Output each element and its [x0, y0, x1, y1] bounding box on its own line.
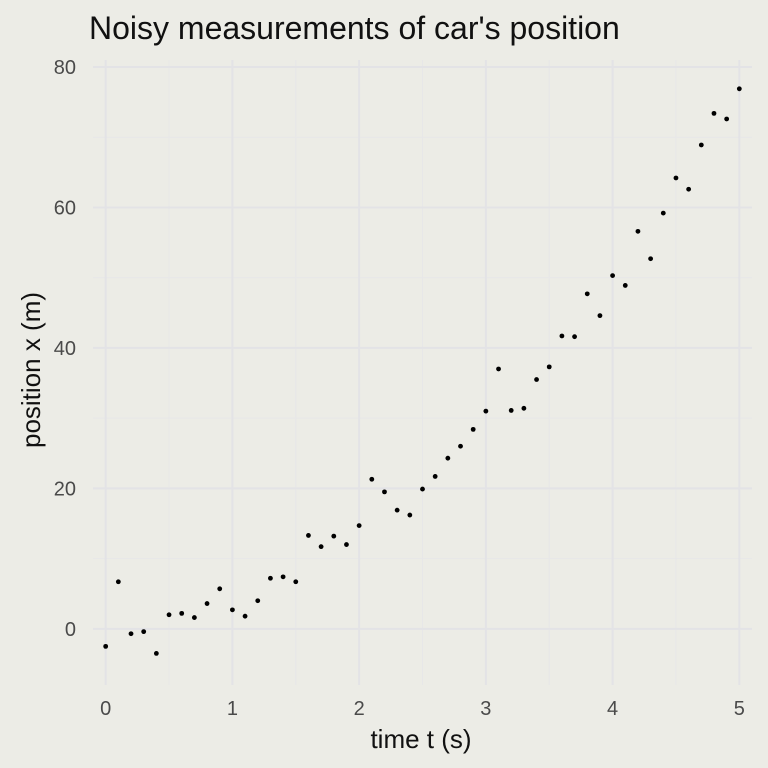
data-point [217, 586, 223, 592]
y-tick-label: 80 [54, 57, 76, 79]
x-axis-ticks: 0 1 2 3 4 5 [100, 698, 745, 720]
x-tick-label: 1 [227, 698, 238, 720]
data-point [230, 607, 235, 613]
data-point [496, 366, 501, 372]
x-axis-label: time t (s) [370, 724, 471, 754]
data-point [204, 601, 210, 606]
data-point [521, 405, 527, 411]
data-points [103, 86, 742, 656]
data-point [559, 333, 565, 339]
data-point [141, 629, 147, 635]
x-tick-label: 3 [480, 698, 491, 720]
data-point [191, 615, 197, 620]
data-point [255, 598, 261, 604]
data-point [115, 579, 121, 585]
data-point [648, 256, 654, 262]
data-point [711, 110, 717, 116]
data-point [382, 489, 387, 495]
data-point [508, 408, 514, 413]
data-point [268, 575, 273, 581]
data-point [483, 408, 489, 414]
y-axis-ticks: 0 20 40 60 80 [54, 57, 76, 641]
data-point [470, 426, 476, 432]
data-point [445, 455, 451, 461]
data-point [318, 544, 324, 550]
data-point [698, 142, 704, 148]
y-tick-label: 0 [65, 619, 76, 641]
data-point [534, 377, 539, 382]
data-point [153, 650, 159, 656]
data-point [584, 291, 590, 297]
x-tick-label: 2 [354, 698, 365, 720]
data-point [597, 313, 603, 319]
data-point [103, 643, 109, 649]
y-tick-label: 60 [54, 197, 76, 219]
data-point [635, 228, 641, 234]
data-point [280, 574, 286, 580]
data-point [572, 334, 577, 340]
y-tick-label: 20 [54, 478, 76, 500]
data-point [420, 486, 425, 492]
data-point [293, 579, 299, 585]
data-point [242, 613, 248, 619]
data-point [369, 476, 375, 482]
x-tick-label: 0 [100, 698, 111, 720]
data-point [344, 542, 349, 547]
data-point [622, 283, 628, 288]
data-point [673, 175, 679, 181]
data-point [394, 507, 400, 513]
data-point [306, 533, 311, 538]
data-point [356, 523, 362, 528]
data-point [458, 443, 463, 449]
y-tick-label: 40 [54, 338, 76, 360]
minor-gridlines [93, 60, 752, 685]
data-point [610, 273, 615, 278]
y-axis-label: position x (m) [16, 292, 46, 448]
data-point [660, 210, 666, 216]
data-point [546, 364, 552, 370]
chart-title: Noisy measurements of car's position [89, 10, 620, 46]
data-point [407, 512, 413, 518]
data-point [166, 612, 172, 618]
data-point [128, 631, 134, 637]
data-point [686, 186, 692, 192]
data-point [331, 533, 337, 539]
data-point [724, 116, 730, 122]
x-tick-label: 5 [734, 698, 745, 720]
x-tick-label: 4 [607, 698, 618, 720]
data-point [432, 474, 438, 479]
data-point [179, 610, 185, 616]
data-point [736, 86, 742, 92]
